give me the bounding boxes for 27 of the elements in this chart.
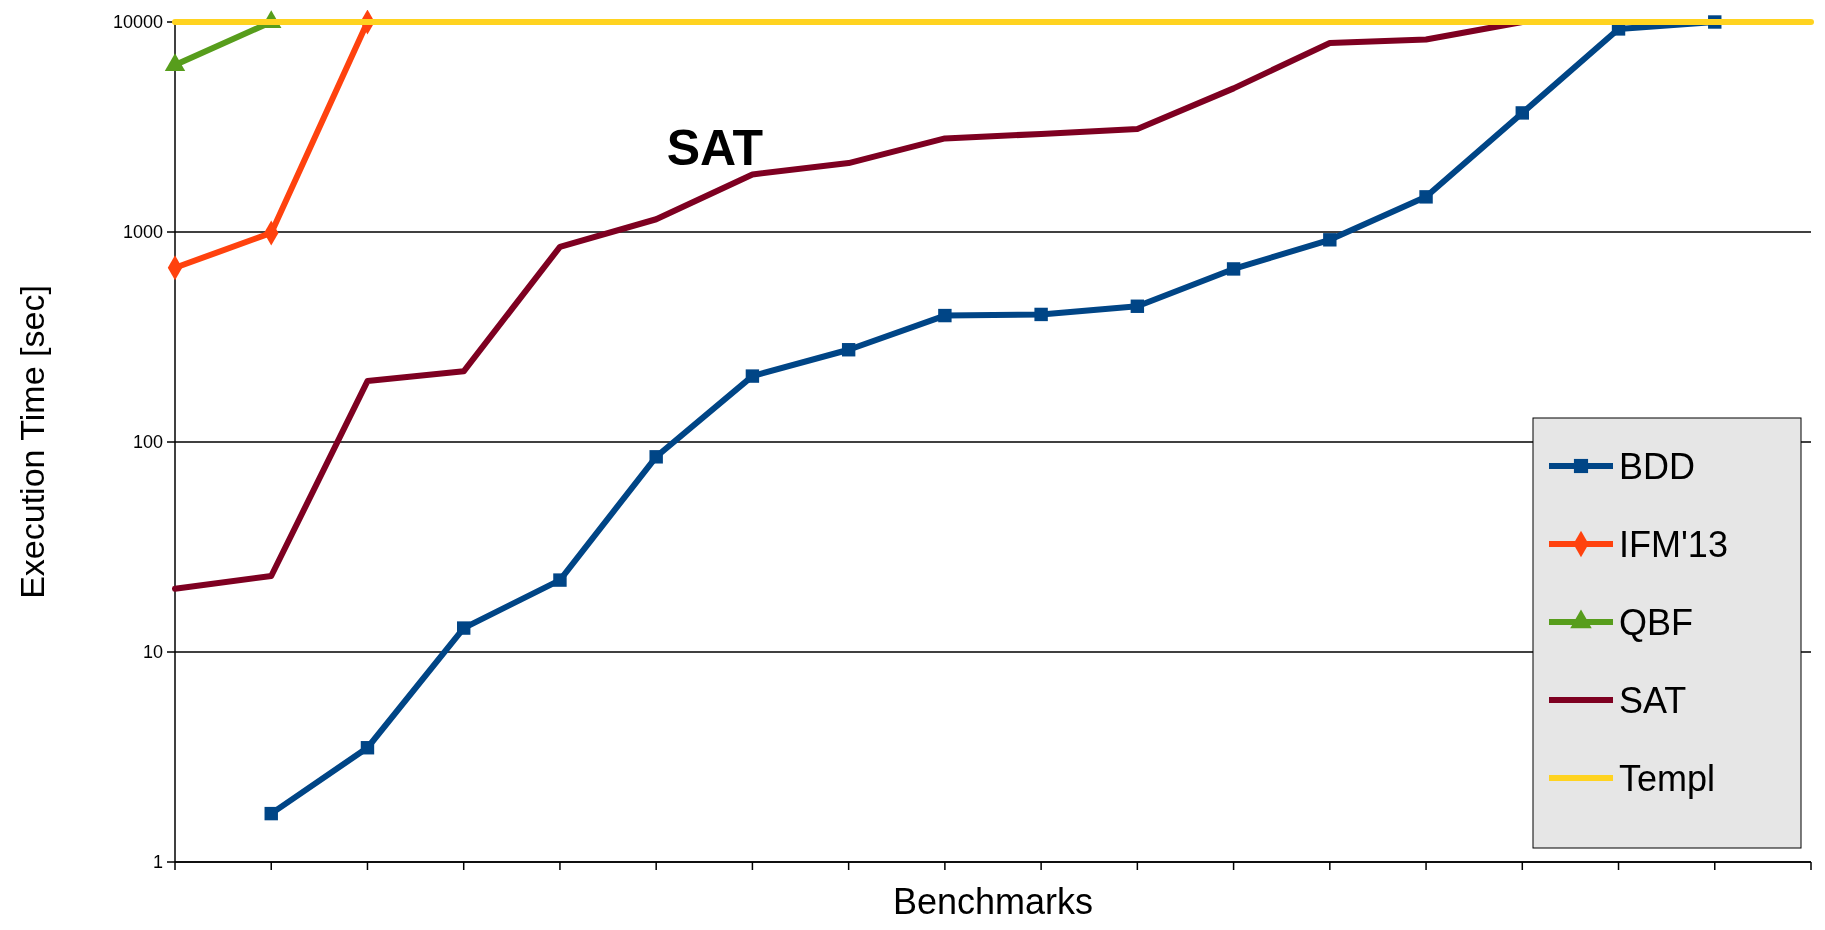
point [938,308,952,323]
point [264,806,278,821]
y-tick-label: 100 [132,432,163,453]
point [1323,233,1337,247]
legend-label: SAT [1619,679,1687,721]
legend-label: IFM'13 [1619,523,1728,565]
point [1034,307,1048,322]
point [553,573,567,587]
y-tick-label: 10000 [112,12,163,33]
point [841,343,856,357]
point [1130,299,1145,313]
point [457,621,471,635]
point [745,369,760,383]
annotation: SAT [666,119,764,176]
y-axis-title: Execution Time [sec] [13,285,51,599]
point [649,450,663,464]
legend-label: QBF [1619,601,1694,643]
point [1419,190,1433,204]
legend-label: Templ [1619,757,1716,799]
point [360,741,375,755]
y-tick-label: 1000 [122,222,163,243]
y-tick-label: 1 [152,852,163,873]
point [1226,262,1241,276]
legend-label: BDD [1619,445,1696,487]
x-axis-title: Benchmarks [892,881,1094,922]
y-tick-label: 10 [142,642,163,663]
point [1515,106,1529,120]
